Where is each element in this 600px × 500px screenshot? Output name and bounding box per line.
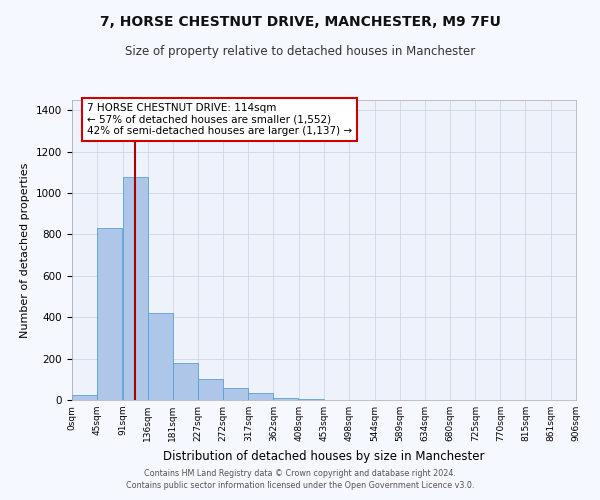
Text: Contains public sector information licensed under the Open Government Licence v3: Contains public sector information licen… [126, 481, 474, 490]
Text: Size of property relative to detached houses in Manchester: Size of property relative to detached ho… [125, 45, 475, 58]
Bar [198, 380, 223, 400]
Y-axis label: Number of detached properties: Number of detached properties [20, 162, 31, 338]
Bar [122, 176, 148, 400]
X-axis label: Distribution of detached houses by size in Manchester: Distribution of detached houses by size … [163, 450, 485, 462]
Bar [173, 363, 198, 400]
Bar [148, 313, 173, 400]
Bar [248, 393, 274, 400]
Bar [72, 395, 97, 400]
Bar [274, 398, 298, 400]
Text: 7 HORSE CHESTNUT DRIVE: 114sqm
← 57% of detached houses are smaller (1,552)
42% : 7 HORSE CHESTNUT DRIVE: 114sqm ← 57% of … [87, 103, 352, 136]
Bar [223, 388, 248, 400]
Text: Contains HM Land Registry data © Crown copyright and database right 2024.: Contains HM Land Registry data © Crown c… [144, 468, 456, 477]
Bar [97, 228, 122, 400]
Text: 7, HORSE CHESTNUT DRIVE, MANCHESTER, M9 7FU: 7, HORSE CHESTNUT DRIVE, MANCHESTER, M9 … [100, 15, 500, 29]
